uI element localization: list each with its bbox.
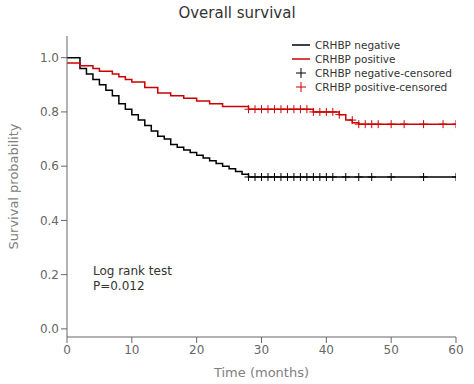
svg-text:Survival probability: Survival probability	[8, 123, 21, 249]
svg-text:10: 10	[124, 343, 139, 357]
svg-text:30: 30	[254, 343, 269, 357]
svg-text:Log rank testP=0.012: Log rank testP=0.012	[93, 264, 172, 293]
html-text:CRHBP positive-censored: CRHBP positive-censored	[314, 81, 448, 93]
svg-text:20: 20	[189, 343, 204, 357]
html-text:Overall survival: Overall survival	[178, 4, 296, 22]
html-text:CRHBP positive: CRHBP positive	[314, 53, 396, 65]
html-text:CRHBP negative-censored: CRHBP negative-censored	[314, 67, 452, 79]
svg-text:40: 40	[319, 343, 334, 357]
svg-text:0.6: 0.6	[40, 159, 59, 173]
svg-text:0.2: 0.2	[40, 268, 59, 282]
svg-text:60: 60	[448, 343, 463, 357]
svg-text:0.8: 0.8	[40, 105, 59, 119]
svg-text:0: 0	[63, 343, 71, 357]
svg-text:1.0: 1.0	[40, 51, 59, 65]
svg-text:0.0: 0.0	[40, 322, 59, 336]
svg-text:Time (months): Time (months)	[213, 365, 309, 380]
svg-text:50: 50	[384, 343, 399, 357]
svg-text:0.4: 0.4	[40, 214, 59, 228]
html-text:CRHBP negative: CRHBP negative	[314, 39, 401, 51]
